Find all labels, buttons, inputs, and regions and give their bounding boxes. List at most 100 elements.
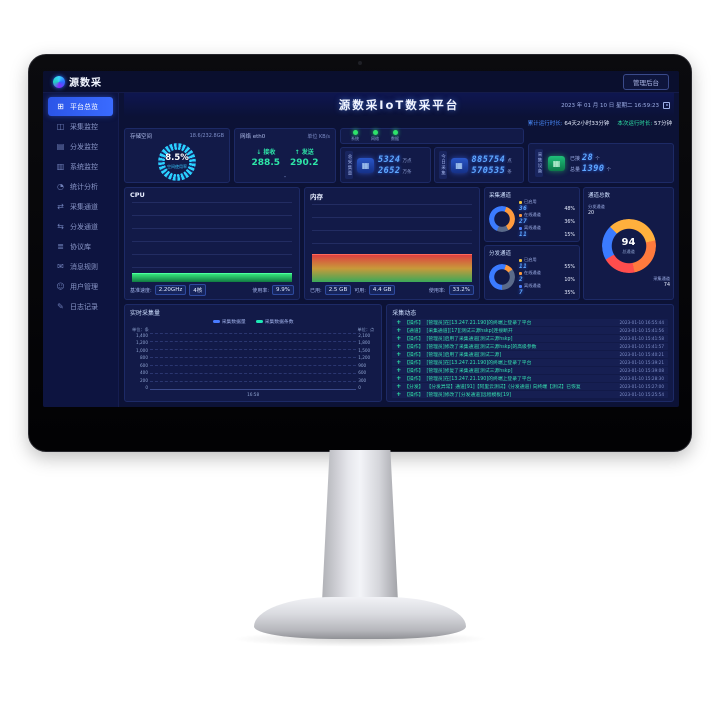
plus-icon: + [396,335,402,342]
sidebar-item-dispatch-channel[interactable]: ⇆ 分发通道 [48,217,113,236]
activity-time: 2023-01-10 15:41:56 [619,328,664,333]
cpu-usage-band [132,273,292,282]
memory-avail-value: 4.4 GB [368,285,396,295]
activity-row[interactable]: + 【操作】 [管理员]在[13.247.21.190]的终端上登录了平台 20… [392,319,668,326]
memory-chart [312,204,472,282]
cpu-card: CPU 基准速度: 2.20GHz 4核 使用率: 9.9% [124,187,300,300]
activity-tag: 【操作】 [404,393,424,398]
activity-tag: 【操作】 [404,369,424,374]
today-rows-unit: 条 [507,169,512,175]
sidebar-item-collect-monitor[interactable]: ◫ 采集监控 [48,117,113,136]
activity-row[interactable]: + 【通道】 [采集通道][17][测试三源hskp]连接断开 2023-01-… [392,327,668,334]
dot-icon [519,200,522,204]
dot-icon [519,271,522,275]
page-title: 源数采IoT数采平台 [338,98,460,112]
total-collect-vlabel: 总采集量 [345,151,353,179]
carousel-indicator[interactable]: - [283,173,287,181]
activity-text: [采集通道][17][测试三源hskp]连接断开 [426,329,513,334]
activity-tag: 【操作】 [404,345,424,350]
sidebar-item-stats-analysis[interactable]: ◔ 统计分析 [48,177,113,196]
channel-total-value: 94 [621,236,636,248]
runtime-session-value: 57分钟 [654,120,672,127]
memory-avail-label: 可用: [354,287,366,294]
sidebar-item-log[interactable]: ✎ 日志记录 [48,297,113,316]
dispatch-channel-title: 分发通道 [489,251,512,257]
activity-row[interactable]: + 【操作】 [管理员]在[13.247.21.190]的终端上登录了平台 20… [392,375,668,382]
plus-icon: + [396,375,402,382]
memory-card: 内存 已用: 2.5 GB 可用: 4.4 GB 使用率: [304,187,480,300]
grid-icon: ⊞ [57,102,64,111]
activity-row[interactable]: + 【分发】 【分发异常】通道[91]【阿里云测试】(分发通道) 向终端【测试】… [392,383,668,390]
network-label: 网络 eth0 [240,134,266,140]
stat-percent: 10% [564,278,575,283]
activity-time: 2023-01-10 15:28:30 [619,376,664,381]
arrows-collect-icon: ⇄ [57,202,64,211]
memory-usage-label: 使用率: [428,287,446,294]
admin-backend-button[interactable]: 管理后台 [623,73,669,90]
device-line2-label: 总量 [570,166,581,173]
memory-used-label: 已用: [310,287,322,294]
cpu-chart [132,202,292,282]
dispatch-stat-offline: 离线通道 7 35% [519,283,575,296]
runtime-line: 累计运行时长: 64天2小时33分钟 本次运行时长: 57分钟 [124,117,674,128]
cpu-usage-value: 9.9% [272,285,294,295]
today-points-unit: 点 [507,158,512,164]
database-icon: ▦ [357,157,374,173]
sidebar-item-dispatch-monitor[interactable]: ▤ 分发监控 [48,137,113,156]
dispatch-stat-online: 在线通道 2 10% [519,270,575,283]
sidebar-item-message-rule[interactable]: ✉ 消息规则 [48,257,113,276]
sidebar-item-user-mgmt[interactable]: ☺ 用户管理 [48,277,113,296]
cpu-usage-label: 使用率: [252,287,270,294]
legend-data-volume[interactable]: 采集数据量 [212,318,246,325]
sidebar-item-label: 采集监控 [70,122,98,131]
fullscreen-icon[interactable] [663,101,670,109]
memory-title: 内存 [310,193,323,201]
total-collect-card: 总采集量 ▦ 5324 万点 2652 万条 [340,147,431,183]
device-vlabel: 采集设备 [535,149,543,177]
activity-row[interactable]: + 【操作】 [管理员]修改了[分发通道]远程模板[19] 2023-01-10… [392,391,668,398]
stat-value: 11 [519,263,528,270]
activity-tag: 【分发】 [404,385,424,390]
collect-donut-icon [489,205,515,232]
main-row: ⊞ 平台总览 ◫ 采集监控 ▤ 分发监控 ▥ 系统监控 [43,93,679,407]
sidebar-item-label: 统计分析 [70,182,98,191]
activity-row[interactable]: + 【操作】 [管理员]在[13.247.21.190]的终端上登录了平台 20… [392,359,668,366]
status-dot-icon [372,130,378,135]
legend-data-rows[interactable]: 采集数据条数 [255,318,294,325]
activity-time: 2023-01-10 15:39:21 [619,360,664,365]
arrows-dispatch-icon: ⇆ [57,222,64,231]
storage-sub-label: 空间使用率 [167,164,187,169]
stat-value: 2 [519,276,524,283]
activity-row[interactable]: + 【操作】 [管理员]启用了采集通道[测试三源hskp] 2023-01-10… [392,335,668,342]
memory-usage-value: 33.2% [448,285,474,295]
sidebar-item-label: 消息规则 [70,262,98,271]
sidebar-item-system-monitor[interactable]: ▥ 系统监控 [48,157,113,176]
app-topbar: 源数采 管理后台 [43,71,679,93]
list-protocol-icon: ≣ [57,242,64,251]
activity-time: 2023-01-10 15:39:08 [619,368,664,373]
activity-row[interactable]: + 【操作】 [管理员]修改了采集通道[测试三源hskp]的高级参数 2023-… [392,343,668,350]
realtime-plot: 1,400 1,200 1,000 800 600 400 200 0 [130,333,376,390]
stat-label: 离线通道 [524,283,541,288]
network-send: ↑ 发送 290.2 [290,147,318,168]
sidebar: ⊞ 平台总览 ◫ 采集监控 ▤ 分发监控 ▥ 系统监控 [43,93,119,407]
total-points-unit: 万点 [402,158,412,164]
sidebar-item-collect-channel[interactable]: ⇄ 采集通道 [48,197,113,216]
channel-total-donut: 94 总通道 [601,218,656,273]
bottom-band: 实时采集量 采集数据量 采集数据条数 单位：条 单位：点 [124,304,674,402]
sidebar-item-label: 采集通道 [70,202,98,211]
camera-icon [358,61,362,65]
monitor-dispatch-icon: ▤ [56,142,65,151]
activity-row[interactable]: + 【操作】 [管理员]启用了采集通道[测试二源] 2023-01-10 15:… [392,351,668,358]
sidebar-item-overview[interactable]: ⊞ 平台总览 [48,97,113,116]
sidebar-item-label: 分发监控 [70,142,98,151]
realtime-chart-card: 实时采集量 采集数据量 采集数据条数 单位：条 单位：点 [124,304,383,402]
cpu-baseline-value: 2.20GHz [154,285,187,295]
sidebar-item-protocol-lib[interactable]: ≣ 协议库 [48,237,113,256]
activity-text: [管理员]启用了采集通道[测试二源] [426,353,502,358]
activity-text: [管理员]在[13.247.21.190]的终端上登录了平台 [426,377,532,382]
activity-text: 【分发异常】通道[91]【阿里云测试】(分发通道) 向终端【测试】已恢复 [426,385,581,390]
activity-row[interactable]: + 【操作】 [管理员]修复了采集通道[测试三源hskp] 2023-01-10… [392,367,668,374]
logo-icon [53,75,65,88]
